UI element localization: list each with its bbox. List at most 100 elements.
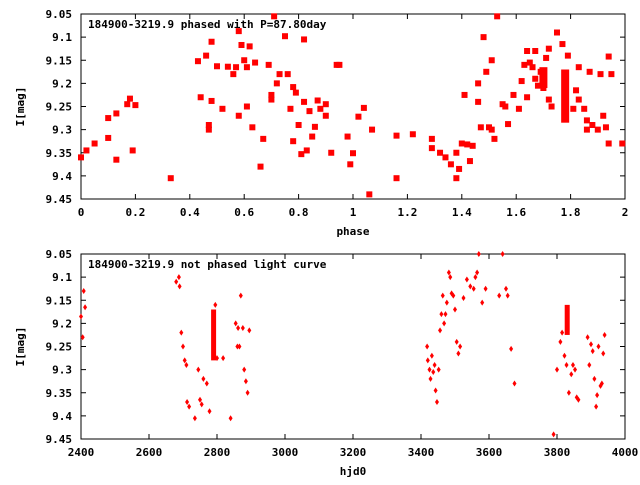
hjd-data-point bbox=[590, 348, 595, 355]
hjd-data-point bbox=[587, 362, 592, 368]
hjd-x-tick-label: 3000 bbox=[272, 446, 299, 459]
hjd-data-point bbox=[176, 274, 181, 281]
phased-data-point bbox=[369, 126, 376, 133]
phased-y-tick-label: 9.15 bbox=[46, 54, 73, 67]
hjd-plot-frame bbox=[80, 253, 626, 440]
hjd-data-point bbox=[215, 355, 219, 362]
hjd-y-tick-label: 9.15 bbox=[46, 294, 73, 307]
hjd-data-point bbox=[245, 389, 250, 396]
phased-x-tick-label: 1.4 bbox=[452, 206, 472, 219]
hjd-data-point bbox=[451, 292, 456, 299]
phased-data-point bbox=[322, 112, 329, 119]
hjd-data-point bbox=[497, 292, 502, 299]
hjd-x-tick-label: 3200 bbox=[340, 446, 367, 459]
hjd-data-point bbox=[429, 352, 434, 359]
phased-data-point bbox=[260, 135, 267, 142]
phased-y-tick-label: 9.25 bbox=[46, 101, 73, 114]
phased-data-point bbox=[483, 68, 490, 75]
phased-x-tick-label: 0.6 bbox=[234, 206, 254, 219]
hjd-data-point bbox=[566, 389, 571, 396]
phased-data-point bbox=[505, 121, 512, 128]
phased-data-point bbox=[303, 147, 310, 154]
phased-data-point bbox=[347, 161, 354, 168]
hjd-x-axis-label: hjd0 bbox=[340, 465, 367, 478]
phased-x-tick-label: 1 bbox=[350, 206, 357, 219]
phased-data-point bbox=[233, 64, 240, 71]
phased-data-point bbox=[124, 101, 131, 108]
phased-data-point bbox=[241, 57, 248, 64]
hjd-data-point bbox=[442, 320, 447, 327]
phased-data-point bbox=[518, 78, 525, 85]
hjd-x-tick-label: 2600 bbox=[136, 446, 163, 459]
phased-y-tick-label: 9.35 bbox=[46, 147, 73, 160]
hjd-data-point bbox=[585, 334, 590, 341]
hjd-data-point bbox=[236, 325, 241, 331]
phased-data-point bbox=[475, 80, 482, 87]
hjd-data-point bbox=[238, 292, 243, 299]
phased-data-point bbox=[268, 91, 275, 98]
phased-data-point bbox=[129, 147, 136, 154]
phased-data-point bbox=[298, 151, 305, 158]
phased-y-tick-label: 9.1 bbox=[52, 31, 72, 44]
hjd-data-point bbox=[456, 350, 461, 357]
phased-y-tick-label: 9.3 bbox=[52, 124, 72, 137]
phased-data-point bbox=[466, 158, 473, 165]
phased-cluster-mark bbox=[539, 67, 548, 88]
phased-data-point bbox=[524, 48, 531, 54]
phased-data-point bbox=[224, 63, 231, 70]
phased-data-point bbox=[464, 141, 471, 148]
hjd-data-point bbox=[228, 415, 233, 422]
hjd-data-point bbox=[602, 331, 607, 338]
hjd-data-point bbox=[431, 368, 436, 375]
phased-data-point bbox=[78, 154, 84, 161]
phased-data-point bbox=[393, 175, 400, 182]
phased-x-tick-label: 0.8 bbox=[289, 206, 309, 219]
hjd-data-point bbox=[444, 299, 449, 306]
phased-y-tick-label: 9.4 bbox=[52, 170, 72, 183]
phased-data-point bbox=[83, 147, 90, 154]
phased-data-point bbox=[594, 126, 601, 133]
hjd-data-point bbox=[436, 366, 441, 373]
phased-x-tick-label: 1.2 bbox=[397, 206, 417, 219]
phased-data-point bbox=[301, 36, 308, 43]
hjd-data-point bbox=[595, 392, 600, 399]
phased-data-point bbox=[208, 97, 215, 104]
hjd-data-point bbox=[505, 292, 510, 299]
phased-data-point bbox=[309, 133, 316, 140]
phased-data-point bbox=[113, 156, 120, 163]
phased-y-tick-label: 9.2 bbox=[52, 77, 72, 90]
phased-data-point bbox=[456, 165, 463, 172]
phased-data-point bbox=[477, 124, 484, 131]
phased-data-point bbox=[461, 91, 468, 98]
phased-data-point bbox=[447, 161, 454, 168]
phased-data-point bbox=[428, 145, 435, 152]
phased-x-tick-label: 0.4 bbox=[180, 206, 200, 219]
phased-data-point bbox=[575, 96, 582, 103]
phased-data-point bbox=[243, 64, 250, 71]
phased-x-tick-label: 0.2 bbox=[125, 206, 145, 219]
hjd-data-point bbox=[594, 403, 599, 410]
hjd-data-point bbox=[221, 355, 226, 362]
phased-data-point bbox=[583, 117, 590, 124]
hjd-y-tick-label: 9.1 bbox=[52, 271, 72, 284]
hjd-data-point bbox=[551, 431, 556, 438]
phased-data-point bbox=[284, 71, 291, 78]
phased-data-point bbox=[336, 61, 343, 68]
phased-data-point bbox=[197, 94, 204, 101]
phased-x-tick-label: 0 bbox=[78, 206, 85, 219]
phased-data-point bbox=[597, 71, 604, 78]
phased-data-point bbox=[600, 112, 607, 119]
phased-data-point bbox=[205, 122, 212, 128]
phased-data-point bbox=[257, 163, 264, 170]
phased-data-point bbox=[105, 134, 112, 141]
hjd-data-point bbox=[596, 343, 601, 350]
hjd-data-point bbox=[475, 269, 480, 276]
phased-data-point bbox=[564, 52, 571, 59]
phased-data-point bbox=[350, 150, 356, 157]
phased-plot-frame bbox=[80, 13, 626, 200]
hjd-data-point bbox=[453, 306, 457, 313]
hjd-data-point bbox=[562, 352, 567, 359]
phased-data-point bbox=[265, 61, 272, 68]
hjd-data-point bbox=[564, 362, 569, 368]
